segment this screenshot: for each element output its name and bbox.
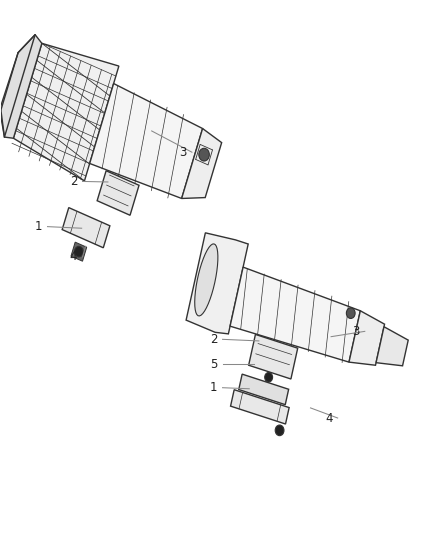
Text: 2: 2 [209,333,217,346]
Polygon shape [62,208,110,248]
Polygon shape [14,43,119,181]
Text: 1: 1 [35,220,42,233]
Polygon shape [97,171,139,215]
Polygon shape [181,128,221,198]
Circle shape [346,308,354,319]
Polygon shape [238,374,288,405]
Text: 1: 1 [209,381,217,394]
Polygon shape [194,244,217,316]
Text: 2: 2 [70,175,77,188]
Text: 5: 5 [209,358,217,371]
Polygon shape [230,390,289,424]
Text: 3: 3 [179,146,186,159]
Circle shape [74,246,83,257]
Polygon shape [0,35,42,138]
Text: 4: 4 [324,411,332,424]
Polygon shape [230,267,360,362]
Polygon shape [186,233,247,334]
Polygon shape [375,327,407,366]
Circle shape [198,148,209,161]
Polygon shape [71,242,86,261]
Circle shape [275,425,283,435]
Polygon shape [248,334,297,379]
Text: 4: 4 [70,251,77,263]
Polygon shape [89,84,202,198]
Text: 3: 3 [351,325,359,338]
Polygon shape [348,311,384,365]
Circle shape [264,373,272,382]
